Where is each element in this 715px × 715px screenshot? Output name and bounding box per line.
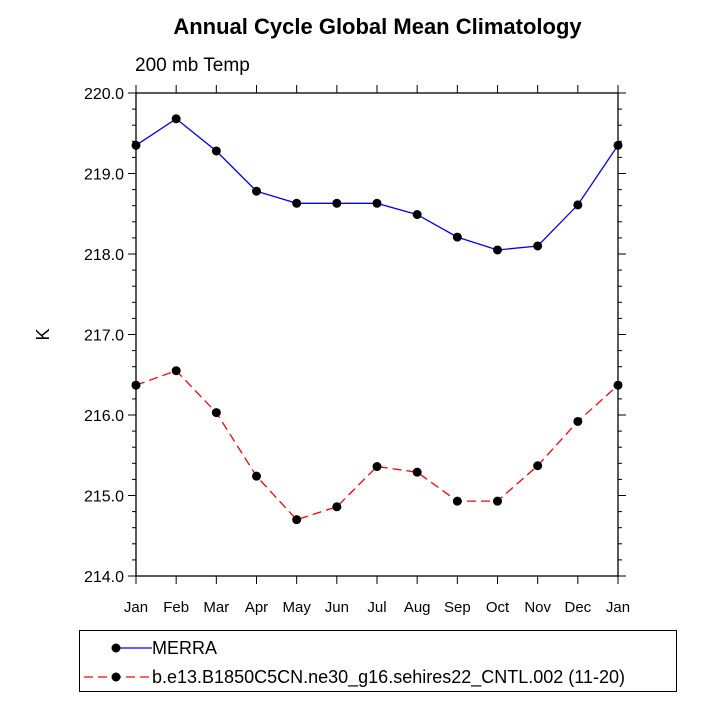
line-chart: 214.0 215.0 216.0 217.0 218.0 219.0 220.0 Jan F…: [33, 85, 630, 616]
series-0-point: [372, 198, 382, 208]
series-1-point: [171, 366, 181, 376]
series-0-point: [533, 241, 543, 251]
x-tick-label: Nov: [524, 599, 551, 616]
series-0-point: [332, 198, 342, 208]
legend-swatch-model: [84, 672, 152, 682]
y-tick-label: 217.0: [84, 328, 124, 345]
x-tick-label: Feb: [163, 599, 189, 616]
series-0-point: [211, 146, 221, 156]
chart-title: Annual Cycle Global Mean Climatology: [173, 14, 582, 39]
y-tick-label: 218.0: [84, 247, 124, 264]
x-tick-label: Jul: [367, 599, 386, 616]
series-1-point: [412, 467, 422, 477]
y-tick-label: 215.0: [84, 489, 124, 506]
series-1-point: [573, 416, 583, 426]
series-1-point: [452, 496, 462, 506]
series-line-1: [135, 369, 619, 521]
series-0-point: [412, 210, 422, 220]
series-0-point: [171, 114, 181, 124]
series-1-point: [211, 408, 221, 418]
x-tick-label: Apr: [245, 599, 268, 616]
y-tick-label: 214.0: [84, 569, 124, 586]
x-tick-label: Jan: [606, 599, 630, 616]
x-tick-label: Dec: [564, 599, 591, 616]
series-1-point: [372, 462, 382, 472]
x-tick-label: Jun: [325, 599, 349, 616]
series-1-point: [533, 461, 543, 471]
legend: MERRA b.e13.B1850C5CN.ne30_g16.sehires22…: [79, 630, 677, 692]
y-tick-label: 220.0: [84, 86, 124, 103]
legend-label-merra: MERRA: [152, 638, 218, 658]
plot-frame: [135, 92, 619, 577]
series-1-point: [332, 502, 342, 512]
x-tick-label: Jan: [124, 599, 148, 616]
x-tick-label: Oct: [486, 599, 510, 616]
series-1-point: [493, 496, 502, 506]
x-tick-label: May: [282, 599, 311, 616]
series-0-point: [252, 186, 261, 196]
x-tick-label: Mar: [203, 599, 229, 616]
y-tick-label: 219.0: [84, 167, 124, 184]
series-0-point: [493, 245, 502, 255]
chart-subtitle: 200 mb Temp: [135, 55, 250, 76]
x-tick-label: Sep: [444, 599, 471, 616]
series-0-point: [292, 198, 302, 208]
series-0-point: [573, 200, 583, 210]
legend-item-merra: MERRA: [80, 636, 676, 660]
legend-item-model: b.e13.B1850C5CN.ne30_g16.sehires22_CNTL.…: [80, 665, 676, 689]
series-1-point: [292, 515, 302, 525]
series-0-point: [452, 232, 462, 242]
legend-label-model: b.e13.B1850C5CN.ne30_g16.sehires22_CNTL.…: [152, 667, 625, 687]
y-axis-label: K: [33, 328, 53, 340]
series-1-point: [252, 471, 261, 481]
x-tick-label: Aug: [404, 599, 431, 616]
series-line-0: [135, 117, 619, 251]
y-tick-label: 216.0: [84, 408, 124, 425]
legend-swatch-merra: [111, 643, 152, 653]
